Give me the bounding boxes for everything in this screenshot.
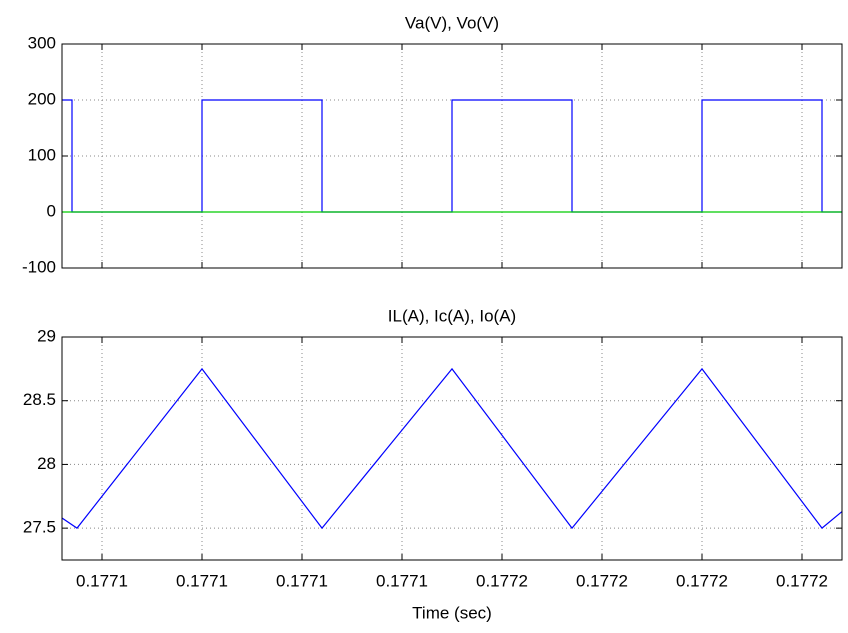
x-tick-label: 0.1772	[676, 571, 728, 590]
axes-box	[61, 43, 843, 269]
y-tick-label: 100	[28, 145, 56, 164]
plot-area	[62, 337, 842, 560]
data-line	[61, 367, 843, 530]
y-tick-label: 29	[37, 326, 56, 345]
x-tick-label: 0.1772	[576, 571, 628, 590]
x-tick-label: 0.1771	[176, 571, 228, 590]
x-tick-label: 0.1771	[276, 571, 328, 590]
x-tick-label: 0.1772	[476, 571, 528, 590]
chart-title: Va(V), Vo(V)	[405, 13, 499, 32]
y-tick-label: 28.5	[23, 390, 56, 409]
x-tick-label: 0.1771	[376, 571, 428, 590]
y-tick-label: -100	[22, 257, 56, 276]
y-tick-label: 27.5	[23, 518, 56, 537]
y-tick-label: 28	[37, 454, 56, 473]
y-tick-label: 300	[28, 33, 56, 52]
x-tick-label: 0.1771	[76, 571, 128, 590]
x-axis-label: Time (sec)	[412, 603, 492, 622]
axes-box	[61, 336, 843, 561]
y-tick-label: 200	[28, 89, 56, 108]
chart-title: IL(A), Ic(A), Io(A)	[388, 306, 516, 325]
x-tick-label: 0.1772	[776, 571, 828, 590]
y-tick-label: 0	[47, 201, 56, 220]
